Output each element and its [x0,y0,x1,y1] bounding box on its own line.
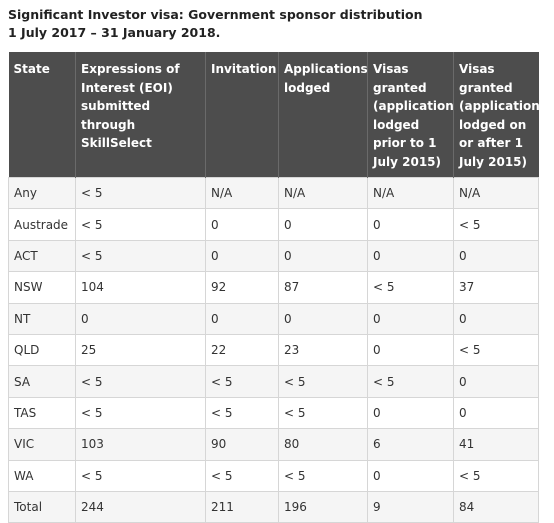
cell-eoi: < 5 [75,176,206,210]
cell-granted-after: < 5 [453,459,539,492]
cell-eoi: < 5 [75,396,206,430]
cell-granted-after: 37 [453,271,539,304]
cell-granted-after: < 5 [453,333,539,367]
cell-granted-after: 0 [453,396,539,430]
cell-eoi: 0 [75,302,206,335]
cell-granted-after: 0 [453,239,539,273]
cell-applications: 87 [278,271,368,304]
cell-eoi: 104 [75,271,206,304]
cell-invitation: 92 [205,271,279,304]
table-title: Significant Investor visa: Government sp… [8,6,554,42]
cell-invitation: 0 [205,239,279,273]
cell-granted-after: < 5 [453,208,539,241]
cell-granted-prior: 0 [367,333,454,367]
table-header: State Expressions of Interest (EOI) subm… [8,52,540,178]
cell-state: TAS [8,396,76,430]
cell-applications: 0 [278,208,368,241]
table-row: VIC 103 90 80 6 41 [8,428,539,461]
cell-invitation: 0 [205,302,279,335]
cell-granted-prior: 0 [367,396,454,430]
cell-eoi: < 5 [75,459,206,492]
cell-granted-prior: < 5 [367,365,454,398]
cell-granted-prior: 6 [367,428,454,461]
header-eoi: Expressions of Interest (EOI) submitted … [75,52,206,178]
cell-eoi: 25 [75,333,206,367]
cell-eoi: < 5 [75,365,206,398]
cell-invitation: < 5 [205,365,279,398]
cell-granted-prior: 0 [367,239,454,273]
table-body: Any < 5 N/A N/A N/A N/A Austrade < 5 0 0 0 < 5 ACT < … [8,176,539,523]
cell-granted-after: 0 [453,302,539,335]
cell-granted-prior: 0 [367,302,454,335]
cell-invitation: < 5 [205,459,279,492]
sponsor-distribution-table: State Expressions of Interest (EOI) subm… [8,52,540,523]
header-applications: Applications lodged [278,52,368,178]
cell-applications: 0 [278,239,368,273]
cell-state: Any [8,176,76,210]
cell-state: VIC [8,428,76,461]
cell-state: NT [8,302,76,335]
cell-state: Total [8,490,76,523]
table-row: Any < 5 N/A N/A N/A N/A [8,176,539,210]
table-row: Total 244 211 196 9 84 [8,490,539,523]
cell-granted-after: N/A [453,176,539,210]
cell-applications: 23 [278,333,368,367]
table-row: NSW 104 92 87 < 5 37 [8,271,539,304]
title-line-1: Significant Investor visa: Government sp… [8,7,423,22]
cell-invitation: 90 [205,428,279,461]
cell-eoi: < 5 [75,239,206,273]
title-line-2: 1 July 2017 – 31 January 2018. [8,25,221,40]
cell-state: ACT [8,239,76,273]
cell-granted-after: 84 [453,490,539,523]
table-row: WA < 5 < 5 < 5 0 < 5 [8,459,539,492]
cell-applications: 80 [278,428,368,461]
cell-state: QLD [8,333,76,367]
table-row: NT 0 0 0 0 0 [8,302,539,335]
cell-granted-prior: < 5 [367,271,454,304]
cell-invitation: 22 [205,333,279,367]
cell-granted-prior: 0 [367,208,454,241]
cell-granted-prior: N/A [367,176,454,210]
cell-invitation: 0 [205,208,279,241]
cell-applications: < 5 [278,365,368,398]
cell-applications: < 5 [278,459,368,492]
table-row: Austrade < 5 0 0 0 < 5 [8,208,539,241]
header-granted-after: Visas granted (application lodged on or … [453,52,540,178]
header-invitation: Invitation [205,52,279,178]
cell-state: WA [8,459,76,492]
cell-state: NSW [8,271,76,304]
cell-eoi: < 5 [75,208,206,241]
cell-applications: N/A [278,176,368,210]
cell-invitation: < 5 [205,396,279,430]
header-row: State Expressions of Interest (EOI) subm… [8,52,540,178]
cell-granted-prior: 0 [367,459,454,492]
header-state: State [8,52,76,178]
cell-applications: 0 [278,302,368,335]
cell-eoi: 244 [75,490,206,523]
header-granted-prior: Visas granted (application lodged prior … [367,52,454,178]
cell-invitation: N/A [205,176,279,210]
cell-state: SA [8,365,76,398]
cell-state: Austrade [8,208,76,241]
cell-granted-after: 41 [453,428,539,461]
cell-granted-after: 0 [453,365,539,398]
cell-granted-prior: 9 [367,490,454,523]
cell-eoi: 103 [75,428,206,461]
table-row: QLD 25 22 23 0 < 5 [8,333,539,367]
cell-applications: < 5 [278,396,368,430]
cell-invitation: 211 [205,490,279,523]
cell-applications: 196 [278,490,368,523]
